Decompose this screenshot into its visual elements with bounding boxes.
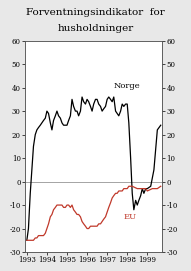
Text: Norge: Norge xyxy=(113,82,140,90)
Text: EU: EU xyxy=(123,213,136,221)
Text: husholdninger: husholdninger xyxy=(57,24,134,33)
Text: Forventningsindikator  for: Forventningsindikator for xyxy=(26,8,165,17)
